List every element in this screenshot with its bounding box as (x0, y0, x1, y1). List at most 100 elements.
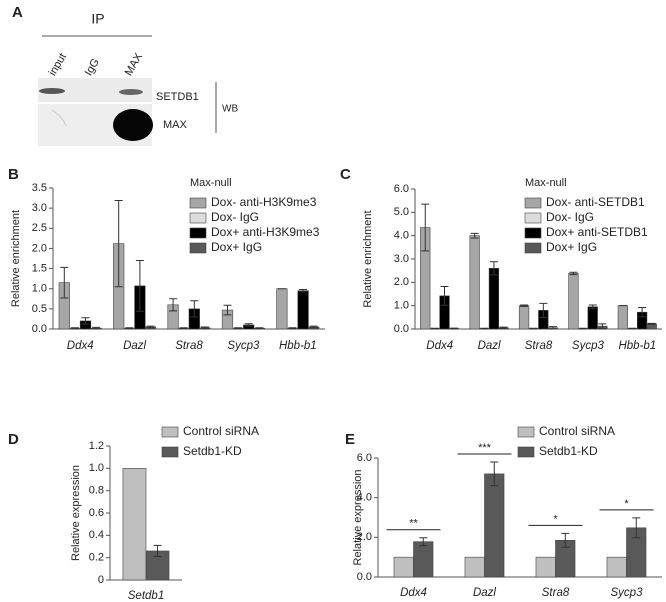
x-tick-label: Dazl (123, 340, 146, 352)
error-bar (179, 327, 188, 330)
legend-swatch (524, 197, 542, 209)
error-bar (200, 326, 209, 330)
y-axis-label: Relative enrichment (10, 210, 22, 307)
x-tick-label: Sycp3 (572, 340, 605, 352)
error-bar (490, 461, 499, 487)
error-bar (638, 307, 647, 318)
lane-label: input (47, 51, 69, 78)
legend-label: Dox+ IgG (211, 240, 262, 254)
legend-title: Max-null (190, 177, 232, 189)
legend-label: Setdb1-KD (539, 444, 598, 458)
legend-swatch (524, 227, 542, 239)
legend-label: Dox+ anti-SETDB1 (546, 225, 648, 239)
error-bar (299, 289, 308, 293)
bar (568, 273, 579, 330)
x-tick-label: Ddx4 (400, 587, 427, 599)
error-bar (450, 327, 459, 330)
y-tick-label: 1.2 (89, 440, 104, 452)
error-bar (70, 327, 79, 330)
y-tick-label: 3.0 (32, 202, 47, 214)
legend-title: Max-null (525, 177, 567, 189)
error-bar (234, 327, 243, 330)
y-tick-label: 1.0 (394, 300, 409, 312)
legend-label: Dox- IgG (211, 210, 259, 224)
bar (413, 541, 434, 578)
error-bar (548, 326, 557, 330)
y-tick-label: 0.0 (394, 323, 409, 335)
panel-label: A (12, 4, 23, 21)
y-tick-label: 1.5 (32, 262, 47, 274)
error-bar (146, 325, 155, 329)
y-tick-label: 0.2 (89, 552, 104, 564)
legend-swatch (189, 227, 207, 239)
legend-swatch (161, 446, 179, 458)
legend-swatch (517, 426, 535, 438)
bar (535, 556, 556, 578)
band (119, 89, 143, 95)
significance-label: * (624, 498, 629, 510)
error-bar (92, 326, 101, 330)
y-tick-label: 2.0 (32, 242, 47, 254)
significance-label: *** (478, 442, 492, 454)
y-tick-label: 0 (98, 574, 104, 586)
y-tick-label: 5.0 (394, 206, 409, 218)
error-bar (309, 325, 318, 329)
y-tick-label: 6.0 (394, 183, 409, 195)
bar (122, 468, 147, 581)
error-bar (419, 537, 428, 547)
smear (51, 109, 67, 127)
error-bar (598, 323, 607, 330)
error-bar (169, 298, 178, 312)
y-tick-label: 0.0 (32, 323, 47, 335)
bar (587, 306, 598, 330)
x-tick-label: Sycp3 (611, 587, 644, 599)
x-tick-label: Stra8 (525, 340, 553, 352)
y-tick-label: 1.0 (32, 283, 47, 295)
bar (469, 235, 480, 330)
legend-label: Dox+ IgG (546, 240, 597, 254)
method-label: WB (222, 104, 238, 115)
y-tick-label: 0.6 (89, 507, 104, 519)
legend-swatch (189, 197, 207, 209)
x-tick-label: Sycp3 (227, 340, 260, 352)
blot-panel: A IP input IgG MAX SETDB1 MAX WB (12, 4, 238, 146)
y-tick-label: 4.0 (394, 230, 409, 242)
error-bar (489, 261, 498, 276)
legend-swatch (524, 242, 542, 254)
y-tick-label: 1.0 (89, 462, 104, 474)
error-bar (632, 517, 641, 539)
legend-label: Dox- IgG (546, 210, 594, 224)
panel-label: E (345, 431, 355, 448)
error-bar (114, 199, 123, 288)
error-bar (288, 327, 297, 330)
blot-header: IP (91, 11, 104, 27)
bar (518, 305, 530, 330)
bar (617, 305, 628, 330)
legend-label: Setdb1-KD (183, 444, 242, 458)
error-bar (255, 327, 264, 330)
error-bar (647, 322, 656, 325)
legend-swatch (189, 242, 207, 254)
error-bar (569, 271, 578, 276)
bar (276, 288, 288, 330)
x-tick-label: Ddx4 (67, 340, 94, 352)
bar (484, 473, 505, 578)
x-tick-label: Hbb-b1 (618, 340, 656, 352)
bar (297, 290, 309, 330)
bar (606, 556, 627, 578)
band (39, 88, 65, 94)
error-bar (470, 232, 479, 239)
x-tick-label: Setdb1 (128, 590, 164, 602)
y-axis-label: Relative expression (70, 465, 82, 561)
error-bar (588, 304, 597, 310)
x-tick-label: Ddx4 (426, 340, 453, 352)
x-tick-label: Dazl (473, 587, 496, 599)
panel-label: D (8, 431, 19, 448)
legend-label: Dox- anti-H3K9me3 (211, 195, 317, 209)
error-bar (125, 327, 134, 330)
y-tick-label: 0.8 (89, 485, 104, 497)
y-tick-label: 0.4 (89, 529, 104, 541)
legend-label: Dox+ anti-H3K9me3 (211, 225, 320, 239)
error-bar (190, 300, 199, 318)
error-bar (561, 532, 570, 548)
